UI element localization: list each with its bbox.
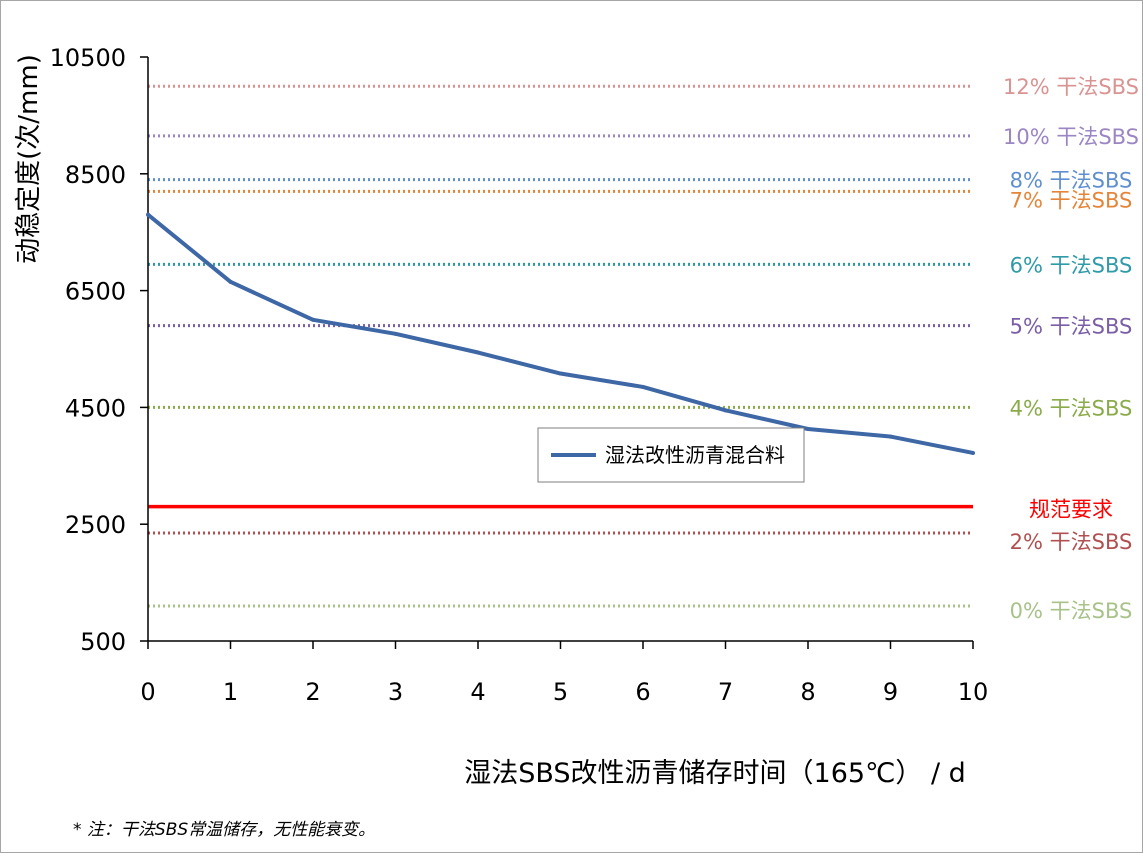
data-point	[806, 427, 810, 432]
data-point	[311, 317, 315, 322]
legend: 湿法改性沥青混合料	[537, 427, 805, 483]
x-tick-label: 4	[470, 678, 485, 706]
reference-line-label: 0% 干法SBS	[1010, 599, 1133, 623]
x-tick-label: 0	[140, 678, 155, 706]
reference-line-label: 12% 干法SBS	[1003, 75, 1139, 99]
x-tick-label: 2	[305, 678, 320, 706]
reference-line-label: 6% 干法SBS	[1010, 253, 1133, 277]
reference-line-label: 10% 干法SBS	[1003, 125, 1139, 149]
y-tick-label: 10500	[50, 44, 126, 72]
data-point	[723, 408, 728, 413]
reference-line-label: 规范要求	[1029, 498, 1113, 522]
y-axis-title: 动稳定度(次/mm)	[14, 54, 44, 264]
x-tick-label: 9	[883, 678, 898, 706]
data-point	[971, 450, 975, 455]
footnote: * 注：干法SBS常温储存，无性能衰变。	[73, 820, 375, 840]
data-point	[146, 212, 150, 217]
data-point	[228, 279, 233, 284]
y-tick-label: 4500	[65, 394, 126, 422]
y-tick-label: 6500	[65, 278, 126, 306]
x-tick-label: 7	[718, 678, 733, 706]
reference-line-label: 8% 干法SBS	[1010, 169, 1133, 193]
data-point	[888, 434, 893, 439]
x-axis-title: 湿法SBS改性沥青储存时间（165℃） / d	[464, 758, 966, 789]
x-tick-label: 3	[388, 678, 403, 706]
y-tick-label: 500	[80, 628, 126, 656]
x-ticks: 0 1 2 3 4 5 6 7 8 9 10	[140, 641, 988, 706]
x-tick-label: 10	[958, 678, 989, 706]
legend-label: 湿法改性沥青混合料	[605, 443, 785, 467]
data-point	[393, 331, 398, 336]
x-tick-label: 8	[800, 678, 815, 706]
x-tick-label: 6	[635, 678, 650, 706]
reference-lines	[148, 84, 973, 608]
data-point	[558, 371, 563, 376]
y-ticks: 500 2500 4500 6500 8500 10500	[50, 44, 148, 656]
y-tick-label: 8500	[65, 161, 126, 189]
reference-line-label: 4% 干法SBS	[1010, 396, 1133, 420]
data-point	[641, 384, 645, 389]
data-point	[476, 350, 480, 355]
series-line	[146, 213, 974, 455]
y-tick-label: 2500	[65, 511, 126, 539]
axes	[147, 57, 973, 642]
reference-line-label: 2% 干法SBS	[1010, 530, 1133, 554]
reference-line-label: 7% 干法SBS	[1010, 188, 1133, 212]
series	[146, 212, 975, 455]
x-tick-label: 5	[553, 678, 568, 706]
x-tick-label: 1	[223, 678, 238, 706]
reference-line-label: 5% 干法SBS	[1010, 315, 1133, 339]
